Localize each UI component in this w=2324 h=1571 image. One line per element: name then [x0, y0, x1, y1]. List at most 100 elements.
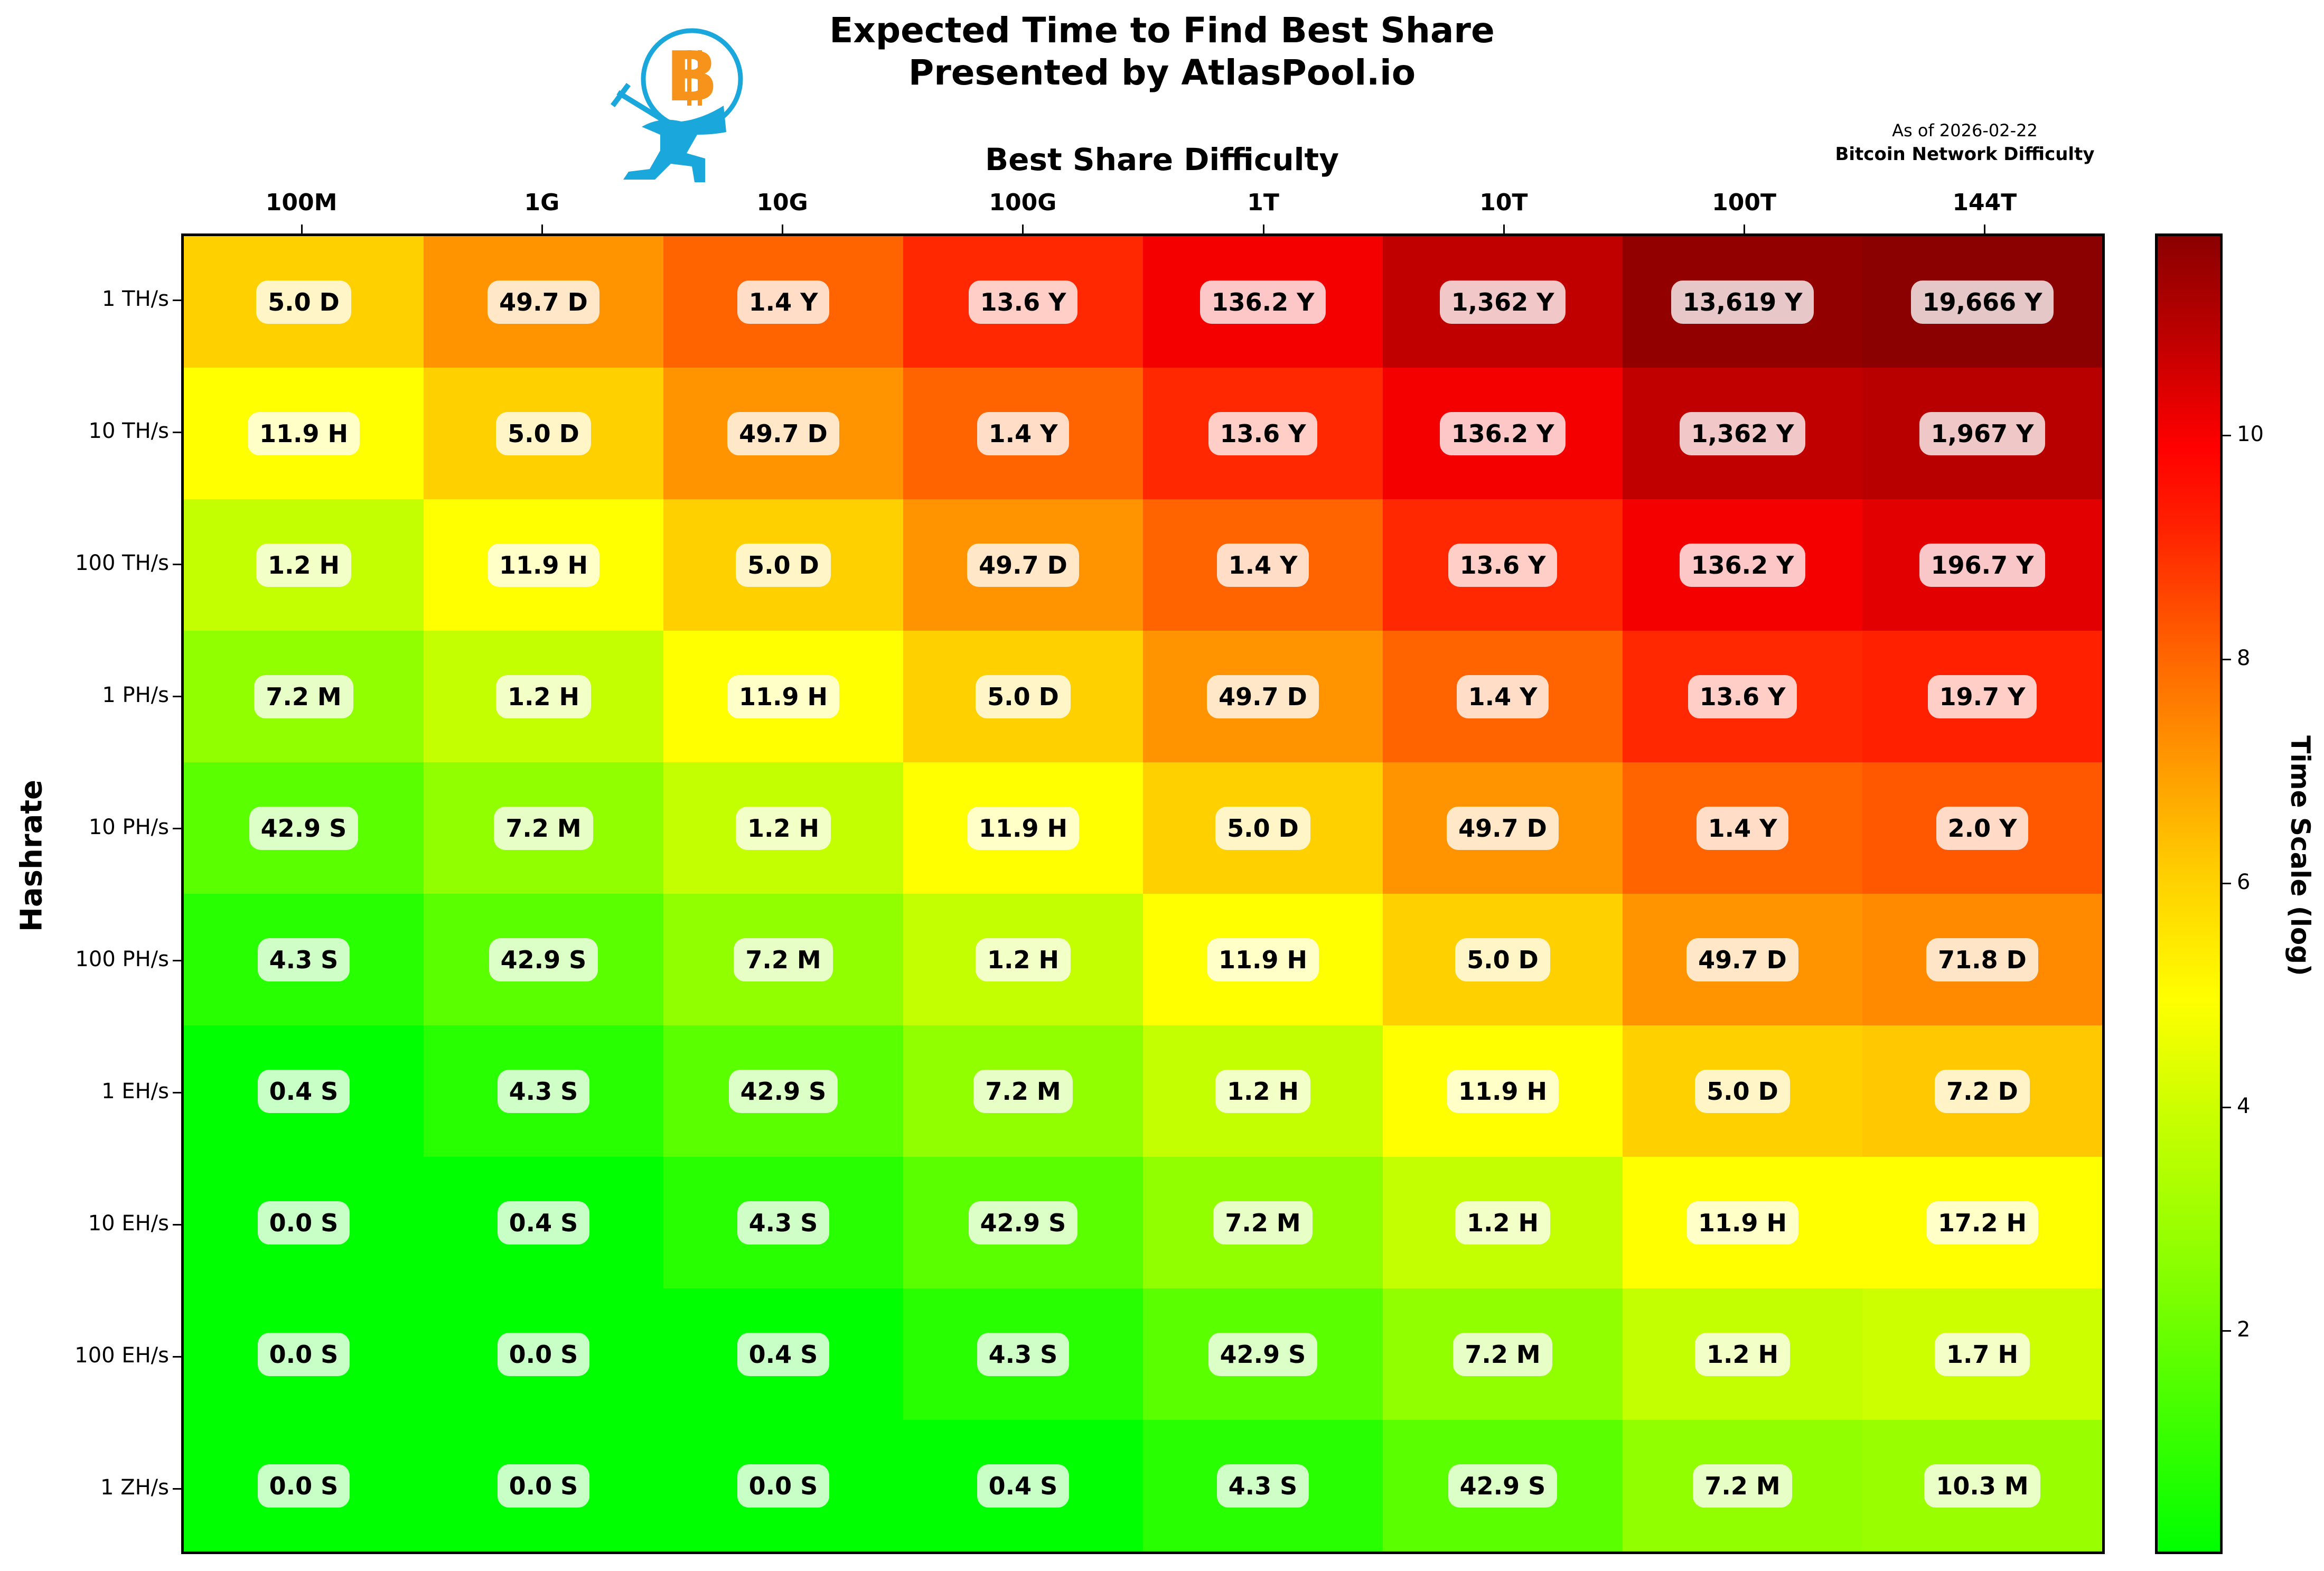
y-tick-label: 10 PH/s: [88, 815, 169, 839]
cell-value-label: 5.0 D: [1215, 806, 1310, 850]
cell-value-label: 49.7 D: [488, 280, 599, 324]
heatmap-cell: 13.6 Y: [1143, 368, 1383, 499]
chart-title: Expected Time to Find Best Share Present…: [766, 10, 1558, 94]
colorbar-label: Time Scale (log): [2285, 735, 2316, 976]
cell-value-label: 4.3 S: [497, 1069, 590, 1113]
cell-value-label: 4.3 S: [1216, 1464, 1309, 1508]
x-tick-mark: [301, 225, 303, 233]
heatmap-cell: 7.2 M: [184, 631, 424, 762]
cell-value-label: 0.4 S: [497, 1201, 590, 1245]
y-axis-label: Hashrate: [14, 779, 49, 932]
heatmap-cell: 7.2 M: [1143, 1157, 1383, 1288]
heatmap-cell: 0.0 S: [184, 1288, 424, 1420]
y-tick-mark: [173, 1356, 181, 1358]
cell-value-label: 0.0 S: [737, 1464, 830, 1508]
cell-value-label: 4.3 S: [257, 938, 350, 981]
heatmap-cell: 7.2 M: [424, 762, 663, 894]
heatmap-cell: 4.3 S: [184, 894, 424, 1025]
heatmap-cell: 11.9 H: [424, 499, 663, 631]
cell-value-label: 1.4 Y: [1456, 675, 1549, 718]
cell-value-label: 42.9 S: [968, 1201, 1078, 1245]
cell-value-label: 1,362 Y: [1679, 412, 1806, 455]
cell-value-label: 7.2 M: [734, 938, 833, 981]
heatmap-cell: 0.4 S: [903, 1420, 1143, 1551]
heatmap-cell: 11.9 H: [903, 762, 1143, 894]
cell-value-label: 42.9 S: [728, 1069, 838, 1113]
x-tick-label: 1T: [1247, 189, 1279, 216]
heatmap-cell: 0.0 S: [663, 1420, 903, 1551]
cell-value-label: 49.7 D: [1686, 938, 1798, 981]
y-tick-mark: [173, 564, 181, 565]
heatmap-cell: 1.2 H: [1383, 1157, 1623, 1288]
heatmap-cell: 1.4 Y: [663, 236, 903, 368]
cell-value-label: 136.2 Y: [1679, 543, 1806, 587]
heatmap-cell: 0.0 S: [424, 1288, 663, 1420]
y-tick-label: 1 EH/s: [101, 1079, 169, 1104]
heatmap-cell: 1.2 H: [1623, 1288, 1862, 1420]
heatmap-cell: 1.2 H: [663, 762, 903, 894]
heatmap-cell: 13.6 Y: [1623, 631, 1862, 762]
x-tick-mark: [782, 225, 784, 233]
cell-value-label: 11.9 H: [727, 675, 839, 718]
colorbar-tick-label: 10: [2237, 422, 2264, 447]
colorbar-tick-label: 8: [2237, 646, 2251, 671]
cell-value-label: 49.7 D: [727, 412, 839, 455]
y-tick-label: 100 TH/s: [75, 551, 169, 575]
cell-value-label: 1,362 Y: [1439, 280, 1566, 324]
cell-value-label: 11.9 H: [247, 412, 360, 455]
cell-value-label: 49.7 D: [967, 543, 1079, 587]
cell-value-label: 5.0 D: [496, 412, 591, 455]
heatmap-cell: 71.8 D: [1862, 894, 2102, 1025]
heatmap-cell: 13.6 Y: [903, 236, 1143, 368]
heatmap-cell: 1.2 H: [903, 894, 1143, 1025]
heatmap-cell: 7.2 M: [663, 894, 903, 1025]
heatmap-cell: 1.7 H: [1862, 1288, 2102, 1420]
colorbar-tick-mark: [2223, 882, 2231, 884]
heatmap-cell: 7.2 M: [1623, 1420, 1862, 1551]
cell-value-label: 42.9 S: [489, 938, 598, 981]
x-tick-label: 10G: [756, 189, 808, 216]
heatmap-cell: 1.2 H: [424, 631, 663, 762]
cell-value-label: 5.0 D: [256, 280, 351, 324]
cell-value-label: 136.2 Y: [1439, 412, 1566, 455]
heatmap-cell: 11.9 H: [1143, 894, 1383, 1025]
heatmap-cell: 136.2 Y: [1623, 499, 1862, 631]
cell-value-label: 10.3 M: [1924, 1464, 2040, 1508]
cell-value-label: 1.2 H: [1215, 1069, 1310, 1113]
cell-value-label: 11.9 H: [1686, 1201, 1798, 1245]
heatmap-cell: 1,362 Y: [1623, 368, 1862, 499]
x-tick-mark: [1984, 225, 1986, 233]
heatmap-cell: 1.4 Y: [1143, 499, 1383, 631]
heatmap-cell: 1.2 H: [1143, 1025, 1383, 1157]
title-line-1: Expected Time to Find Best Share: [829, 10, 1495, 51]
heatmap-cell: 5.0 D: [1383, 894, 1623, 1025]
cell-value-label: 0.4 S: [737, 1332, 830, 1376]
y-tick-label: 1 TH/s: [102, 287, 169, 311]
heatmap-cell: 17.2 H: [1862, 1157, 2102, 1288]
y-tick-mark: [173, 1224, 181, 1226]
cell-value-label: 42.9 S: [249, 806, 359, 850]
y-tick-label: 10 EH/s: [88, 1211, 169, 1236]
heatmap-cell: 5.0 D: [663, 499, 903, 631]
cell-value-label: 5.0 D: [1695, 1069, 1790, 1113]
atlaspool-logo-icon: B: [611, 28, 743, 182]
cell-value-label: 7.2 M: [1693, 1464, 1792, 1508]
heatmap-cell: 49.7 D: [663, 368, 903, 499]
colorbar: [2155, 233, 2223, 1554]
cell-value-label: 0.0 S: [497, 1464, 590, 1508]
x-tick-mark: [1022, 225, 1024, 233]
svg-text:B: B: [666, 36, 718, 117]
cell-value-label: 17.2 H: [1926, 1201, 2038, 1245]
cell-value-label: 0.0 S: [257, 1201, 350, 1245]
heatmap-cell: 49.7 D: [1143, 631, 1383, 762]
cell-value-label: 1.2 H: [1455, 1201, 1550, 1245]
heatmap-cell: 49.7 D: [424, 236, 663, 368]
heatmap-cell: 13.6 Y: [1383, 499, 1623, 631]
heatmap-cell: 136.2 Y: [1143, 236, 1383, 368]
as-of-date: As of 2026-02-22: [1892, 120, 2038, 141]
heatmap-cell: 4.3 S: [903, 1288, 1143, 1420]
heatmap-cell: 4.3 S: [424, 1025, 663, 1157]
colorbar-tick-label: 4: [2237, 1093, 2251, 1118]
colorbar-tick-label: 6: [2237, 869, 2251, 894]
y-tick-label: 1 PH/s: [102, 683, 169, 707]
